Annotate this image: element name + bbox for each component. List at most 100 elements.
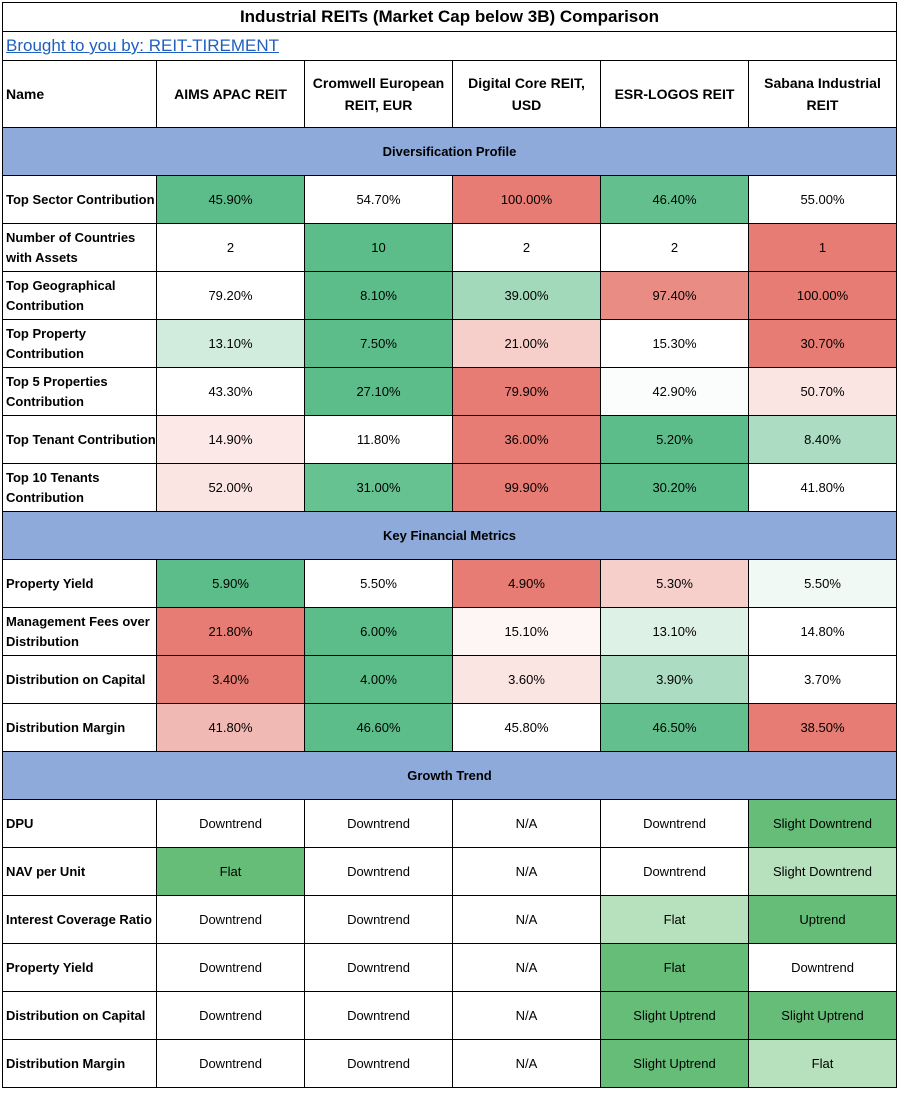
value-cell: 39.00% (452, 271, 601, 320)
section-row: Diversification Profile (2, 127, 897, 176)
value-cell: 31.00% (304, 463, 453, 512)
table-row: Top Sector Contribution 45.90% 54.70% 100.0… (2, 175, 897, 224)
table-row: Top 10 Tenants Contribution 52.00% 31.00% 9… (2, 463, 897, 512)
section-row: Growth Trend (2, 751, 897, 800)
value-cell: 5.20% (600, 415, 749, 464)
table-row: Number of Countries with Assets 2 10 2 2 1 (2, 223, 897, 272)
value-cell: Downtrend (156, 895, 305, 944)
table-row: Distribution on Capital 3.40% 4.00% 3.60% 3.… (2, 655, 897, 704)
value-cell: Downtrend (600, 799, 749, 848)
row-label: Property Yield (2, 943, 157, 992)
value-cell: Downtrend (156, 943, 305, 992)
value-cell: Downtrend (156, 799, 305, 848)
value-cell: N/A (452, 895, 601, 944)
table-row: Distribution on Capital Downtrend Downtren… (2, 991, 897, 1040)
row-label: Distribution Margin (2, 703, 157, 752)
row-label: DPU (2, 799, 157, 848)
value-cell: Slight Downtrend (748, 847, 897, 896)
value-cell: Flat (156, 847, 305, 896)
value-cell: 13.10% (156, 319, 305, 368)
value-cell: 41.80% (748, 463, 897, 512)
table-row: Property Yield Downtrend Downtrend N/A Flat D… (2, 943, 897, 992)
value-cell: Downtrend (304, 1039, 453, 1088)
value-cell: Slight Uptrend (600, 1039, 749, 1088)
value-cell: N/A (452, 799, 601, 848)
column-header-cromwell-european-reit: Cromwell European REIT, EUR (304, 60, 453, 128)
value-cell: 54.70% (304, 175, 453, 224)
row-label: Distribution on Capital (2, 991, 157, 1040)
value-cell: 41.80% (156, 703, 305, 752)
value-cell: 2 (600, 223, 749, 272)
table-row: Top Geographical Contribution 79.20% 8.10%… (2, 271, 897, 320)
row-label: NAV per Unit (2, 847, 157, 896)
value-cell: 15.10% (452, 607, 601, 656)
column-header-aims-apac-reit: AIMS APAC REIT (156, 60, 305, 128)
value-cell: 14.80% (748, 607, 897, 656)
value-cell: Downtrend (600, 847, 749, 896)
value-cell: N/A (452, 943, 601, 992)
header-row: Name AIMS APAC REIT Cromwell European RE… (2, 60, 897, 128)
title-row: Industrial REITs (Market Cap below 3B) C… (2, 2, 897, 32)
name-header: Name (2, 60, 157, 128)
value-cell: N/A (452, 1039, 601, 1088)
column-header-digital-core-reit: Digital Core REIT, USD (452, 60, 601, 128)
value-cell: Downtrend (156, 1039, 305, 1088)
value-cell: 11.80% (304, 415, 453, 464)
table-row: Top 5 Properties Contribution 43.30% 27.10… (2, 367, 897, 416)
row-label: Distribution on Capital (2, 655, 157, 704)
row-label: Interest Coverage Ratio (2, 895, 157, 944)
value-cell: 13.10% (600, 607, 749, 656)
value-cell: Flat (600, 943, 749, 992)
value-cell: 10 (304, 223, 453, 272)
table-row: Property Yield 5.90% 5.50% 4.90% 5.30% 5.50% (2, 559, 897, 608)
value-cell: 45.90% (156, 175, 305, 224)
value-cell: 5.90% (156, 559, 305, 608)
value-cell: Downtrend (748, 943, 897, 992)
value-cell: Downtrend (304, 799, 453, 848)
value-cell: 4.90% (452, 559, 601, 608)
value-cell: Downtrend (156, 991, 305, 1040)
table-row: DPU Downtrend Downtrend N/A Downtrend Slight … (2, 799, 897, 848)
value-cell: 15.30% (600, 319, 749, 368)
value-cell: Downtrend (304, 991, 453, 1040)
value-cell: 6.00% (304, 607, 453, 656)
row-label: Top Property Contribution (2, 319, 157, 368)
row-label: Top Tenant Contribution (2, 415, 157, 464)
value-cell: 3.40% (156, 655, 305, 704)
value-cell: 42.90% (600, 367, 749, 416)
reit-tirement-link[interactable]: Brought to you by: REIT-TIREMENT (6, 36, 280, 55)
value-cell: 5.30% (600, 559, 749, 608)
value-cell: 3.60% (452, 655, 601, 704)
table-row: Distribution Margin 41.80% 46.60% 45.80% 46.… (2, 703, 897, 752)
value-cell: Downtrend (304, 943, 453, 992)
value-cell: 30.70% (748, 319, 897, 368)
value-cell: 5.50% (748, 559, 897, 608)
value-cell: 100.00% (748, 271, 897, 320)
section-row: Key Financial Metrics (2, 511, 897, 560)
value-cell: Slight Uptrend (600, 991, 749, 1040)
value-cell: 45.80% (452, 703, 601, 752)
row-label: Number of Countries with Assets (2, 223, 157, 272)
row-label: Top Sector Contribution (2, 175, 157, 224)
link-row: Brought to you by: REIT-TIREMENT (2, 31, 897, 61)
value-cell: 5.50% (304, 559, 453, 608)
table-row: Top Tenant Contribution 14.90% 11.80% 36.00… (2, 415, 897, 464)
value-cell: 14.90% (156, 415, 305, 464)
row-label: Top 10 Tenants Contribution (2, 463, 157, 512)
value-cell: 46.40% (600, 175, 749, 224)
value-cell: Downtrend (304, 847, 453, 896)
value-cell: 7.50% (304, 319, 453, 368)
value-cell: 2 (156, 223, 305, 272)
value-cell: 2 (452, 223, 601, 272)
value-cell: 97.40% (600, 271, 749, 320)
value-cell: 3.90% (600, 655, 749, 704)
row-label: Property Yield (2, 559, 157, 608)
value-cell: 55.00% (748, 175, 897, 224)
table-row: Management Fees over Distribution 21.80% 6… (2, 607, 897, 656)
value-cell: Downtrend (304, 895, 453, 944)
table-row: Distribution Margin Downtrend Downtrend N/A… (2, 1039, 897, 1088)
column-header-sabana-industrial-reit: Sabana Industrial REIT (748, 60, 897, 128)
value-cell: 46.50% (600, 703, 749, 752)
value-cell: Flat (748, 1039, 897, 1088)
